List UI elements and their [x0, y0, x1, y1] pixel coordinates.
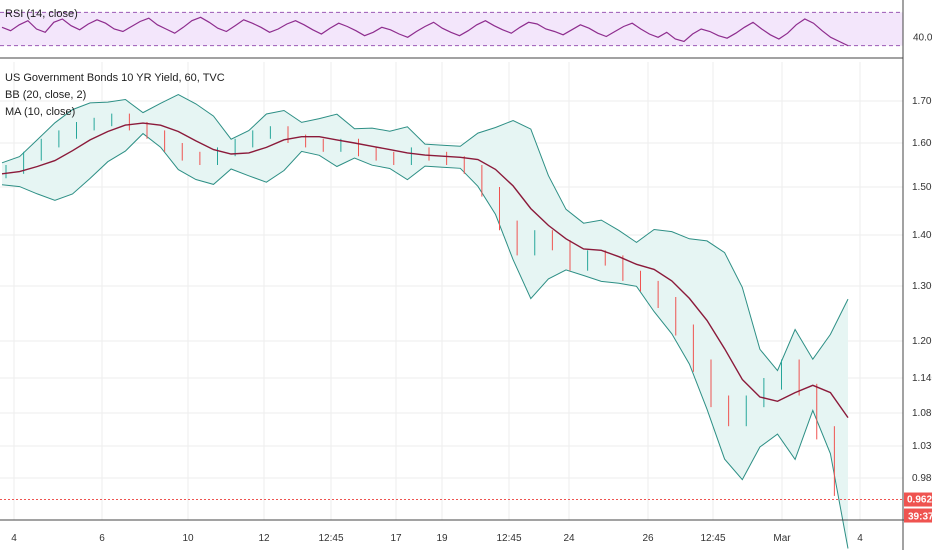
price-tick-label: 1.080 — [912, 408, 932, 419]
rsi-band — [0, 12, 903, 46]
price-tick-label: 1.500 — [912, 182, 932, 193]
time-tick-label: 12:45 — [700, 533, 725, 544]
time-tick-label: 12:45 — [318, 533, 343, 544]
time-tick-label: 10 — [182, 533, 194, 544]
rsi-tick-label: 40.00 — [913, 32, 932, 43]
time-tick-label: Mar — [773, 533, 791, 544]
ma-line — [1, 122, 849, 419]
price-tick-label: 1.300 — [912, 281, 932, 292]
time-tick-label: 4 — [857, 533, 863, 544]
time-tick-label: 26 — [642, 533, 654, 544]
bb-band-fill — [2, 94, 848, 549]
ma-legend: MA (10, close) — [5, 106, 76, 118]
time-tick-label: 24 — [563, 533, 575, 544]
time-tick-label: 17 — [390, 533, 402, 544]
price-legend-title: US Government Bonds 10 YR Yield, 60, TVC — [5, 72, 225, 84]
price-tick-label: 1.200 — [912, 336, 932, 347]
price-tick-label: 1.400 — [912, 230, 932, 241]
last-price-badge — [904, 492, 932, 507]
rsi-line — [1, 16, 849, 47]
bb-legend: BB (20, close, 2) — [5, 89, 87, 101]
time-tick-label: 12 — [258, 533, 270, 544]
price-tick-label: 1.030 — [912, 441, 932, 452]
time-tick-label: 12:45 — [496, 533, 521, 544]
bb-upper — [1, 93, 849, 372]
last-price-label: 0.962 — [907, 495, 932, 506]
time-tick-label: 6 — [99, 533, 105, 544]
countdown-badge — [904, 508, 932, 523]
price-tick-label: 0.980 — [912, 473, 932, 484]
countdown-label: 39:37 — [908, 512, 932, 523]
price-tick-label: 1.140 — [912, 373, 932, 384]
time-tick-label: 19 — [436, 533, 448, 544]
bb-lower — [1, 132, 849, 549]
price-tick-label: 1.700 — [912, 96, 932, 107]
time-tick-label: 4 — [11, 533, 17, 544]
rsi-legend: RSI (14, close) — [5, 8, 78, 20]
price-tick-label: 1.600 — [912, 138, 932, 149]
